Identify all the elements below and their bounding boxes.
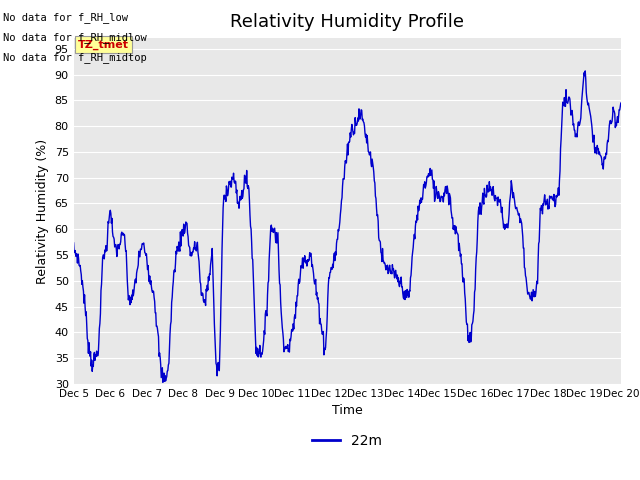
Text: TZ_tmet: TZ_tmet [78,40,129,50]
X-axis label: Time: Time [332,405,363,418]
Text: No data for f_RH_midtop: No data for f_RH_midtop [3,52,147,63]
Legend: 22m: 22m [307,428,388,453]
Text: No data for f_RH_low: No data for f_RH_low [3,12,128,23]
Title: Relativity Humidity Profile: Relativity Humidity Profile [230,13,464,31]
Y-axis label: Relativity Humidity (%): Relativity Humidity (%) [36,139,49,284]
Text: No data for f_RH_midlow: No data for f_RH_midlow [3,32,147,43]
